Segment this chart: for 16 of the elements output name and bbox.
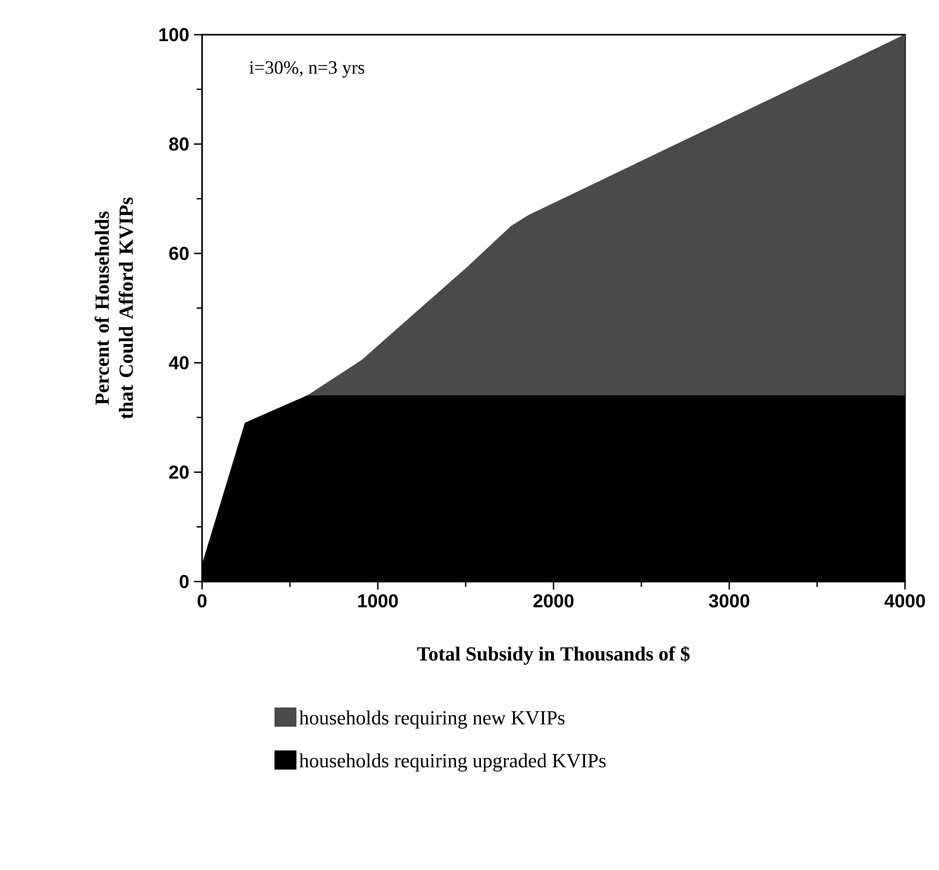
x-tick-label: 4000 xyxy=(884,594,925,608)
y-tick-label: 20 xyxy=(169,466,189,479)
x-axis-title: Total Subsidy in Thousands of $ xyxy=(417,646,690,665)
y-tick-label: 60 xyxy=(169,246,189,260)
y-tick-label: 0 xyxy=(180,575,189,588)
x-tick-label: 1000 xyxy=(358,594,398,608)
y-axis-title: Percent of Households that Could Afford KVIPs xyxy=(94,198,134,420)
x-tick-label: 0 xyxy=(198,594,207,608)
legend-label: households requiring new KVIPs xyxy=(299,710,564,729)
legend-label: households requiring upgraded KVIPs xyxy=(299,754,606,772)
y-tick-label: 100 xyxy=(159,28,189,42)
y-tick-label: 80 xyxy=(169,138,189,151)
y-tick-label: 40 xyxy=(168,356,189,370)
x-tick-label: 3000 xyxy=(708,594,750,608)
annotation: i=30%, n=3 yrs xyxy=(249,61,364,78)
x-tick-label: 2000 xyxy=(533,594,574,608)
